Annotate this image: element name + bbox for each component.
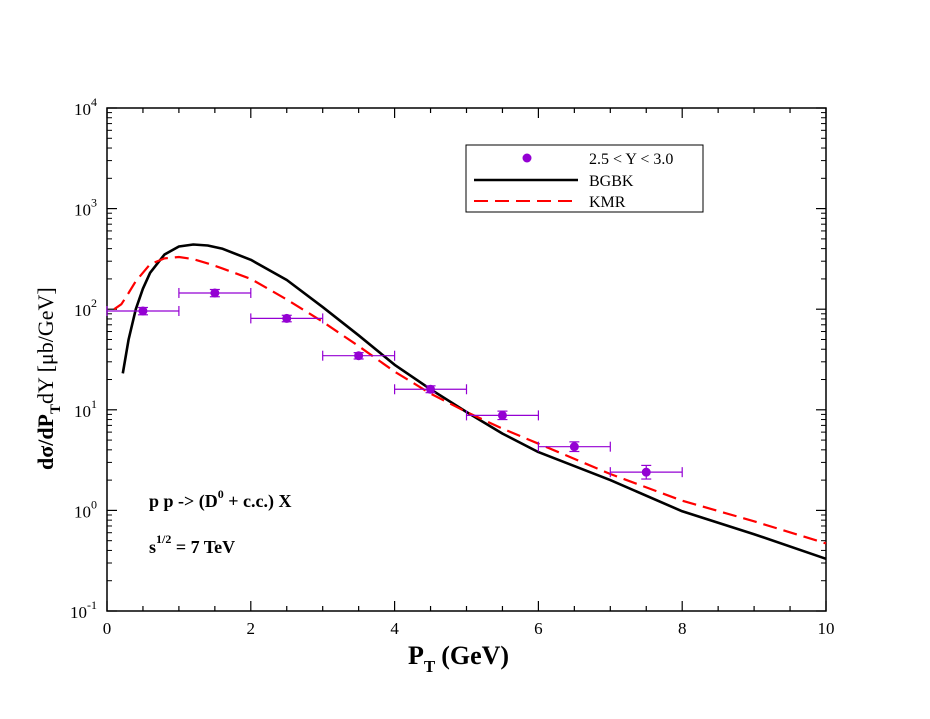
- legend: 2.5 < Y < 3.0 BGBK KMR: [465, 144, 704, 213]
- y-tick-label: 102: [74, 296, 97, 320]
- legend-label-points: 2.5 < Y < 3.0: [589, 151, 673, 168]
- annotation-energy-sup: 1/2: [156, 532, 171, 546]
- y-tick-label: 10-1: [70, 598, 97, 622]
- data-point-group: [178, 287, 252, 298]
- x-tick-label: 0: [103, 619, 112, 638]
- annotation-process-sup: 0: [218, 487, 224, 501]
- x-axis-title-sub: T: [424, 657, 436, 676]
- data-point: [641, 467, 651, 477]
- x-tick-label: 6: [534, 619, 543, 638]
- x-axis-title: PT (GeV): [408, 641, 509, 676]
- annotation-process-prefix: p p -> (D: [149, 491, 218, 512]
- data-points: [106, 287, 683, 480]
- x-axis-title-unit: (GeV): [441, 641, 509, 670]
- data-point-group: [609, 464, 683, 480]
- x-tick-label: 8: [678, 619, 687, 638]
- y-axis-title-rest: dY [μb/GeV]: [33, 287, 58, 404]
- y-axis-title-main: dσ/dP: [33, 414, 58, 470]
- data-point: [354, 351, 364, 361]
- annotation-process-suffix: + c.c.) X: [224, 491, 292, 512]
- data-point: [282, 313, 292, 323]
- data-point-group: [537, 441, 611, 453]
- data-point: [426, 384, 436, 394]
- data-point: [497, 410, 507, 420]
- y-axis-title: dσ/dPTdY [μb/GeV]: [33, 287, 64, 470]
- x-axis-title-main: P: [408, 641, 424, 670]
- ticks: [106, 107, 827, 612]
- tick-labels: 0 2 4 6 8 10 10-1 100 101 102 103 104: [70, 95, 835, 638]
- data-point-group: [250, 313, 324, 324]
- x-tick-label: 2: [247, 619, 256, 638]
- y-tick-label: 103: [74, 196, 97, 220]
- y-tick-label: 101: [74, 397, 97, 421]
- data-point-group: [106, 305, 180, 316]
- annotation-energy-prefix: s: [149, 537, 156, 557]
- y-tick-label: 100: [74, 497, 97, 521]
- legend-label-bgbk: BGBK: [589, 173, 634, 190]
- series-line-kmr: [113, 255, 827, 545]
- x-tick-label: 10: [818, 619, 835, 638]
- x-tick-label: 4: [390, 619, 399, 638]
- data-point-group: [465, 410, 540, 421]
- data-point: [569, 442, 579, 452]
- legend-label-kmr: KMR: [589, 194, 626, 211]
- series-line-bgbk: [121, 243, 827, 561]
- data-point: [210, 288, 220, 298]
- annotation-energy-suffix: = 7 TeV: [171, 537, 235, 557]
- data-point: [138, 306, 148, 316]
- y-tick-label: 104: [74, 95, 97, 119]
- annotation-process: p p -> (D0 + c.c.) X: [149, 487, 292, 512]
- data-point-group: [322, 350, 396, 361]
- legend-marker-points: [522, 153, 532, 163]
- curves: [113, 243, 827, 561]
- data-point-group: [394, 384, 468, 395]
- y-axis-title-sub: T: [48, 404, 64, 414]
- annotation-energy: s1/2 = 7 TeV: [149, 532, 235, 557]
